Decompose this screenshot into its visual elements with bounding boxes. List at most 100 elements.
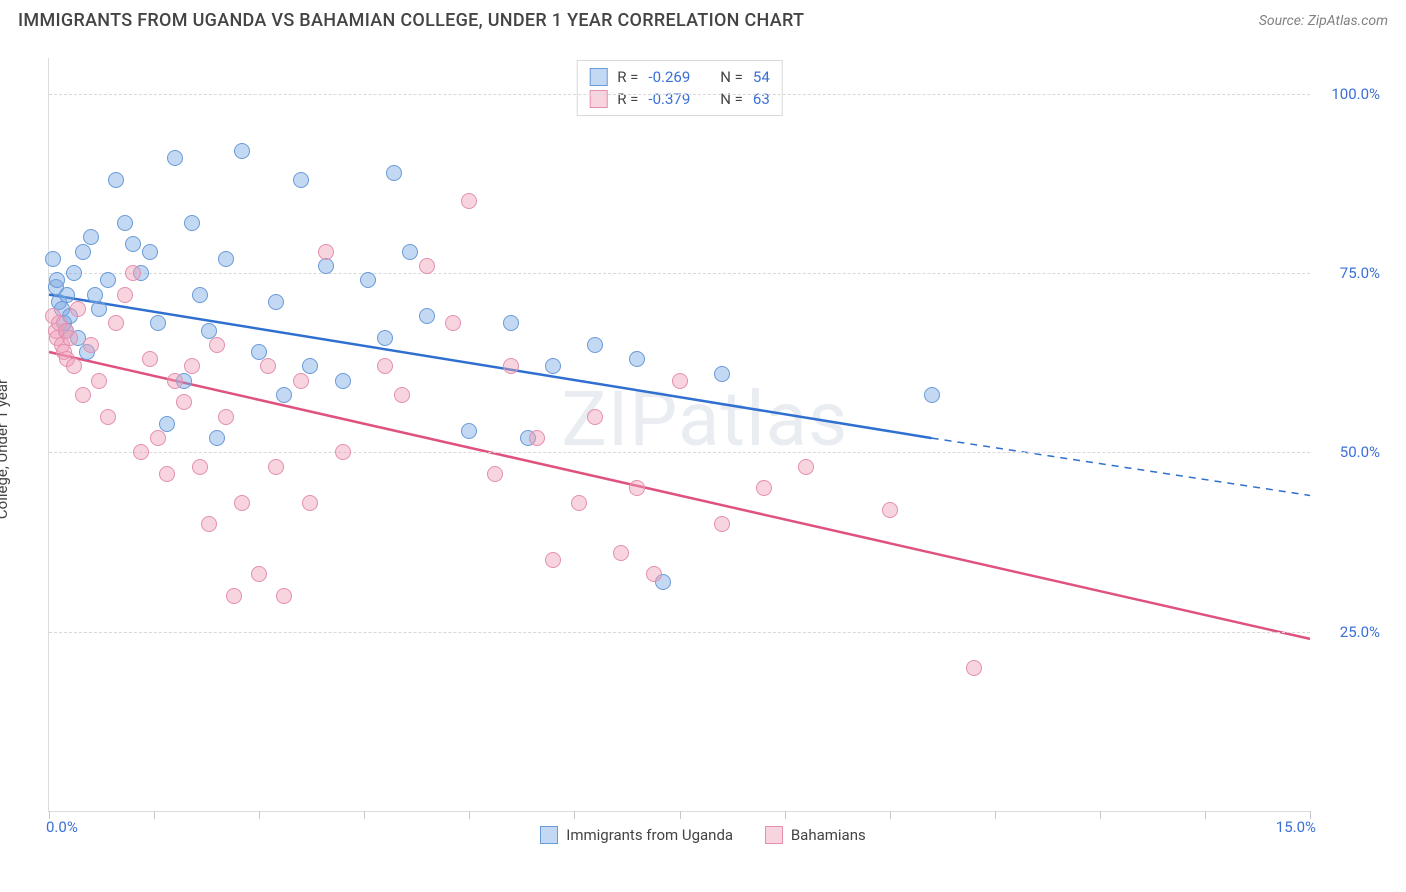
scatter-point xyxy=(293,172,309,188)
series-legend: Immigrants from Uganda Bahamians xyxy=(18,826,1388,848)
scatter-point xyxy=(335,444,351,460)
scatter-point xyxy=(159,466,175,482)
x-tick xyxy=(890,811,891,819)
scatter-point xyxy=(318,244,334,260)
chart-title: IMMIGRANTS FROM UGANDA VS BAHAMIAN COLLE… xyxy=(18,10,804,31)
scatter-point xyxy=(62,330,78,346)
x-tick xyxy=(1100,811,1101,819)
scatter-point xyxy=(117,287,133,303)
header-bar: IMMIGRANTS FROM UGANDA VS BAHAMIAN COLLE… xyxy=(0,0,1406,37)
gridline xyxy=(49,94,1310,95)
series-swatch-icon xyxy=(589,68,607,86)
scatter-point xyxy=(377,330,393,346)
scatter-point xyxy=(260,358,276,374)
scatter-point xyxy=(293,373,309,389)
scatter-point xyxy=(545,552,561,568)
legend-label: Bahamians xyxy=(791,826,866,844)
regression-lines-layer xyxy=(49,58,1310,811)
scatter-point xyxy=(529,430,545,446)
gridline xyxy=(49,632,1310,633)
scatter-point xyxy=(714,516,730,532)
scatter-point xyxy=(201,516,217,532)
series-swatch-icon xyxy=(589,90,607,108)
gridline xyxy=(49,452,1310,453)
stats-legend-box: R = -0.269 N = 54 R = -0.379 N = 63 xyxy=(576,60,783,116)
scatter-point xyxy=(924,387,940,403)
scatter-point xyxy=(142,244,158,260)
scatter-point xyxy=(445,315,461,331)
scatter-point xyxy=(70,301,86,317)
scatter-point xyxy=(108,172,124,188)
scatter-point xyxy=(882,502,898,518)
regression-line xyxy=(49,295,932,438)
scatter-point xyxy=(150,315,166,331)
r-label: R = xyxy=(617,66,638,88)
scatter-point xyxy=(91,301,107,317)
n-label: N = xyxy=(720,66,743,88)
y-tick-label: 50.0% xyxy=(1318,443,1380,461)
scatter-point xyxy=(613,545,629,561)
x-tick xyxy=(785,811,786,819)
legend-label: Immigrants from Uganda xyxy=(566,826,733,844)
scatter-point xyxy=(318,258,334,274)
x-tick xyxy=(259,811,260,819)
scatter-point xyxy=(100,409,116,425)
scatter-point xyxy=(571,495,587,511)
scatter-point xyxy=(798,459,814,475)
r-label: R = xyxy=(617,88,638,110)
scatter-point xyxy=(142,351,158,367)
scatter-point xyxy=(487,466,503,482)
scatter-point xyxy=(209,430,225,446)
scatter-point xyxy=(83,337,99,353)
y-tick-label: 25.0% xyxy=(1318,623,1380,641)
scatter-point xyxy=(756,480,772,496)
scatter-point xyxy=(587,337,603,353)
scatter-point xyxy=(419,308,435,324)
scatter-point xyxy=(66,358,82,374)
x-tick xyxy=(1205,811,1206,819)
scatter-point xyxy=(268,459,284,475)
scatter-point xyxy=(218,409,234,425)
legend-item: Immigrants from Uganda xyxy=(540,826,733,844)
scatter-point xyxy=(419,258,435,274)
scatter-point xyxy=(100,272,116,288)
x-tick xyxy=(154,811,155,819)
scatter-point xyxy=(461,423,477,439)
scatter-point xyxy=(629,480,645,496)
scatter-point xyxy=(335,373,351,389)
scatter-point xyxy=(629,351,645,367)
scatter-point xyxy=(167,373,183,389)
y-tick-label: 75.0% xyxy=(1318,264,1380,282)
chart-container: College, Under 1 year ZIPatlas R = -0.26… xyxy=(18,44,1388,854)
scatter-point xyxy=(83,229,99,245)
scatter-point xyxy=(276,387,292,403)
scatter-point xyxy=(192,287,208,303)
y-tick-label: 100.0% xyxy=(1318,85,1380,103)
scatter-point xyxy=(91,373,107,389)
x-tick xyxy=(469,811,470,819)
scatter-point xyxy=(402,244,418,260)
n-value: 63 xyxy=(753,88,770,110)
scatter-point xyxy=(226,588,242,604)
scatter-point xyxy=(360,272,376,288)
scatter-point xyxy=(251,566,267,582)
regression-line-extrapolated xyxy=(932,438,1310,495)
scatter-point xyxy=(209,337,225,353)
scatter-point xyxy=(461,193,477,209)
scatter-point xyxy=(587,409,603,425)
scatter-point xyxy=(184,215,200,231)
scatter-point xyxy=(386,165,402,181)
x-tick xyxy=(574,811,575,819)
scatter-point xyxy=(59,287,75,303)
scatter-point xyxy=(218,251,234,267)
scatter-point xyxy=(714,366,730,382)
stats-legend-row: R = -0.379 N = 63 xyxy=(589,88,770,110)
scatter-point xyxy=(75,387,91,403)
source-credit: Source: ZipAtlas.com xyxy=(1259,13,1388,29)
scatter-point xyxy=(234,143,250,159)
scatter-point xyxy=(184,358,200,374)
scatter-point xyxy=(192,459,208,475)
scatter-point xyxy=(117,215,133,231)
scatter-point xyxy=(276,588,292,604)
scatter-point xyxy=(302,358,318,374)
